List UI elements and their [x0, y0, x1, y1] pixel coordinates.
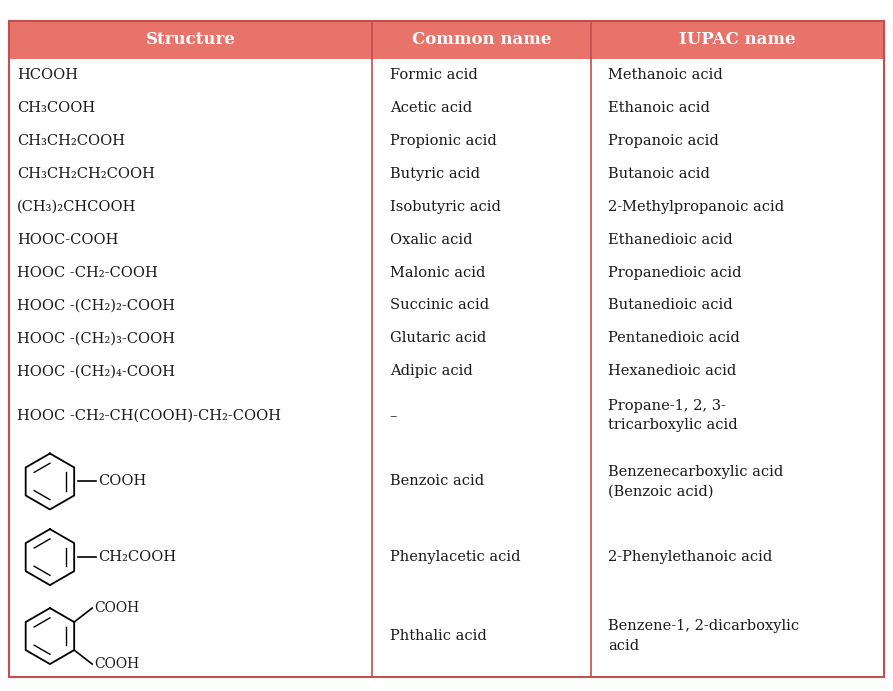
Text: 2-Phenylethanoic acid: 2-Phenylethanoic acid	[608, 550, 772, 564]
Text: HOOC -CH₂-CH(COOH)-CH₂-COOH: HOOC -CH₂-CH(COOH)-CH₂-COOH	[17, 408, 281, 423]
Text: Glutaric acid: Glutaric acid	[389, 332, 486, 346]
Text: Phthalic acid: Phthalic acid	[389, 629, 487, 643]
Text: IUPAC name: IUPAC name	[680, 31, 796, 48]
Text: Methanoic acid: Methanoic acid	[608, 68, 723, 82]
Text: Hexanedioic acid: Hexanedioic acid	[608, 364, 737, 378]
Text: Common name: Common name	[412, 31, 551, 48]
Text: Adipic acid: Adipic acid	[389, 364, 472, 378]
Text: Propionic acid: Propionic acid	[389, 134, 497, 148]
Text: Benzenecarboxylic acid
(Benzoic acid): Benzenecarboxylic acid (Benzoic acid)	[608, 465, 784, 498]
Text: Benzene-1, 2-dicarboxylic
acid: Benzene-1, 2-dicarboxylic acid	[608, 619, 799, 653]
Text: Propanedioic acid: Propanedioic acid	[608, 265, 742, 280]
Text: Succinic acid: Succinic acid	[389, 299, 488, 312]
Text: Formic acid: Formic acid	[389, 68, 478, 82]
Text: CH₂COOH: CH₂COOH	[98, 550, 176, 564]
Text: Propanoic acid: Propanoic acid	[608, 134, 719, 148]
Bar	[9, 21, 884, 59]
Text: HCOOH: HCOOH	[17, 68, 78, 82]
Text: CH₃CH₂CH₂COOH: CH₃CH₂CH₂COOH	[17, 167, 154, 181]
Text: 2-Methylpropanoic acid: 2-Methylpropanoic acid	[608, 200, 785, 214]
Text: Ethanoic acid: Ethanoic acid	[608, 101, 710, 115]
Text: Isobutyric acid: Isobutyric acid	[389, 200, 500, 214]
Text: Acetic acid: Acetic acid	[389, 101, 472, 115]
Text: HOOC -(CH₂)₃-COOH: HOOC -(CH₂)₃-COOH	[17, 332, 175, 346]
Text: HOOC -(CH₂)₄-COOH: HOOC -(CH₂)₄-COOH	[17, 364, 175, 378]
Text: HOOC -(CH₂)₂-COOH: HOOC -(CH₂)₂-COOH	[17, 299, 175, 312]
Text: Ethanedioic acid: Ethanedioic acid	[608, 233, 733, 247]
Text: Benzoic acid: Benzoic acid	[389, 475, 484, 489]
Text: Oxalic acid: Oxalic acid	[389, 233, 472, 247]
Text: –: –	[389, 408, 397, 423]
Text: HOOC-COOH: HOOC-COOH	[17, 233, 118, 247]
Text: HOOC -CH₂-COOH: HOOC -CH₂-COOH	[17, 265, 158, 280]
Text: Butyric acid: Butyric acid	[389, 167, 480, 181]
Text: CH₃COOH: CH₃COOH	[17, 101, 95, 115]
Text: (CH₃)₂CHCOOH: (CH₃)₂CHCOOH	[17, 200, 137, 214]
Text: COOH: COOH	[98, 475, 146, 489]
Text: Pentanedioic acid: Pentanedioic acid	[608, 332, 740, 346]
Text: Butanoic acid: Butanoic acid	[608, 167, 710, 181]
Text: CH₃CH₂COOH: CH₃CH₂COOH	[17, 134, 125, 148]
Text: Propane-1, 2, 3-
tricarboxylic acid: Propane-1, 2, 3- tricarboxylic acid	[608, 399, 739, 433]
Text: Structure: Structure	[146, 31, 236, 48]
Text: Butanedioic acid: Butanedioic acid	[608, 299, 733, 312]
Text: COOH: COOH	[94, 601, 139, 615]
Text: COOH: COOH	[94, 657, 139, 671]
Text: Malonic acid: Malonic acid	[389, 265, 485, 280]
Text: Phenylacetic acid: Phenylacetic acid	[389, 550, 520, 564]
